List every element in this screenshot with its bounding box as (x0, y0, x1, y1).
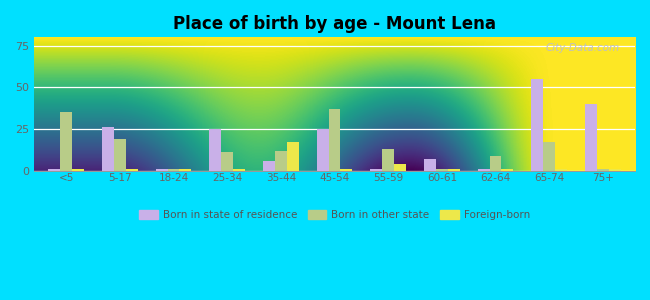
Bar (49, 169, 60, 171)
Title: Place of birth by age - Mount Lena: Place of birth by age - Mount Lena (173, 15, 496, 33)
Bar (608, 169, 621, 171)
Bar (543, 142, 555, 171)
Bar (114, 139, 125, 171)
Legend: Born in state of residence, Born in other state, Foreign-born: Born in state of residence, Born in othe… (135, 206, 534, 224)
Bar (179, 169, 191, 171)
Bar (501, 169, 514, 171)
Bar (287, 142, 298, 171)
Bar (168, 169, 179, 171)
Bar (72, 169, 84, 171)
Bar (370, 169, 382, 171)
Bar (156, 169, 168, 171)
Bar (424, 159, 436, 171)
Bar (555, 169, 567, 171)
Bar (275, 151, 287, 171)
Bar (60, 112, 72, 171)
Bar (382, 149, 394, 171)
Bar (221, 152, 233, 171)
Bar (233, 169, 245, 171)
Bar (263, 160, 275, 171)
Bar (436, 169, 448, 171)
Bar (478, 169, 489, 171)
Bar (341, 169, 352, 171)
Bar (448, 169, 460, 171)
Bar (209, 129, 221, 171)
Bar (394, 164, 406, 171)
Bar (532, 79, 543, 171)
Bar (102, 127, 114, 171)
Text: City-Data.com: City-Data.com (546, 43, 620, 53)
Bar (585, 104, 597, 171)
Bar (317, 129, 329, 171)
Bar (489, 156, 501, 171)
Bar (125, 169, 138, 171)
Bar (597, 169, 608, 171)
Bar (329, 109, 341, 171)
